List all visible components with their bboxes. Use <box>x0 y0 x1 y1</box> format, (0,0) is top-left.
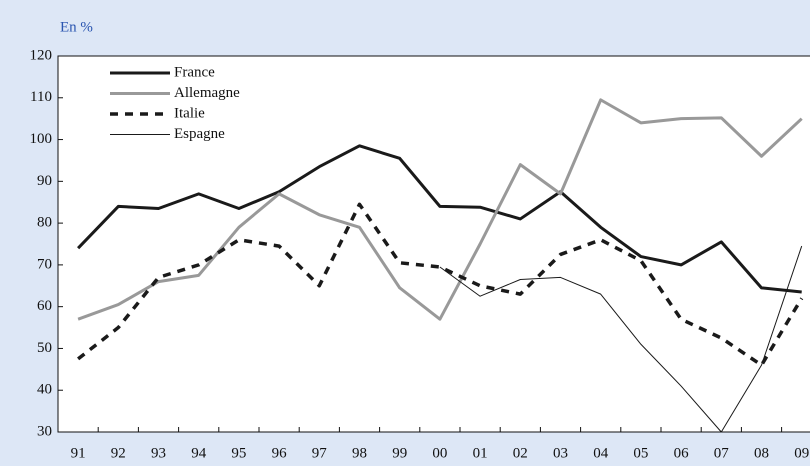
y-tick-label: 60 <box>37 298 52 314</box>
plot-area <box>57 55 810 433</box>
x-tick-label: 02 <box>513 445 528 461</box>
y-tick-label: 110 <box>30 89 52 105</box>
series-line <box>439 245 803 433</box>
y-tick-label: 70 <box>37 256 52 272</box>
x-tick-label: 96 <box>272 445 288 461</box>
x-tick-label: 03 <box>553 445 568 461</box>
series-line <box>77 144 802 294</box>
legend-label: Espagne <box>174 126 225 142</box>
legend-label: Italie <box>174 105 205 121</box>
legend-label: France <box>174 64 215 80</box>
y-tick-label: 90 <box>37 173 52 189</box>
y-tick-label: 100 <box>30 131 53 147</box>
x-tick-label: 09 <box>794 445 809 461</box>
y-tick-label: 80 <box>37 215 52 231</box>
x-tick-label: 98 <box>352 445 367 461</box>
x-tick-label: 92 <box>111 445 126 461</box>
y-tick-label: 50 <box>37 340 52 356</box>
x-tick-label: 97 <box>312 445 328 461</box>
y-tick-label: 40 <box>37 382 52 398</box>
x-tick-label: 04 <box>593 445 609 461</box>
x-tick-label: 07 <box>714 445 730 461</box>
x-tick-label: 95 <box>231 445 246 461</box>
y-tick-label: 120 <box>30 47 53 63</box>
x-tick-label: 99 <box>392 445 407 461</box>
x-tick-label: 94 <box>191 445 207 461</box>
series-line <box>77 202 804 367</box>
x-tick-label: 05 <box>633 445 648 461</box>
chart-subtitle: En % <box>60 19 93 35</box>
x-tick-label: 06 <box>674 445 690 461</box>
x-tick-label: 91 <box>71 445 86 461</box>
x-tick-label: 93 <box>151 445 166 461</box>
y-tick-label: 30 <box>37 423 52 439</box>
x-tick-label: 00 <box>432 445 447 461</box>
x-tick-label: 08 <box>754 445 769 461</box>
x-tick-label: 01 <box>473 445 488 461</box>
series-line <box>77 98 803 321</box>
legend-label: Allemagne <box>174 85 240 101</box>
